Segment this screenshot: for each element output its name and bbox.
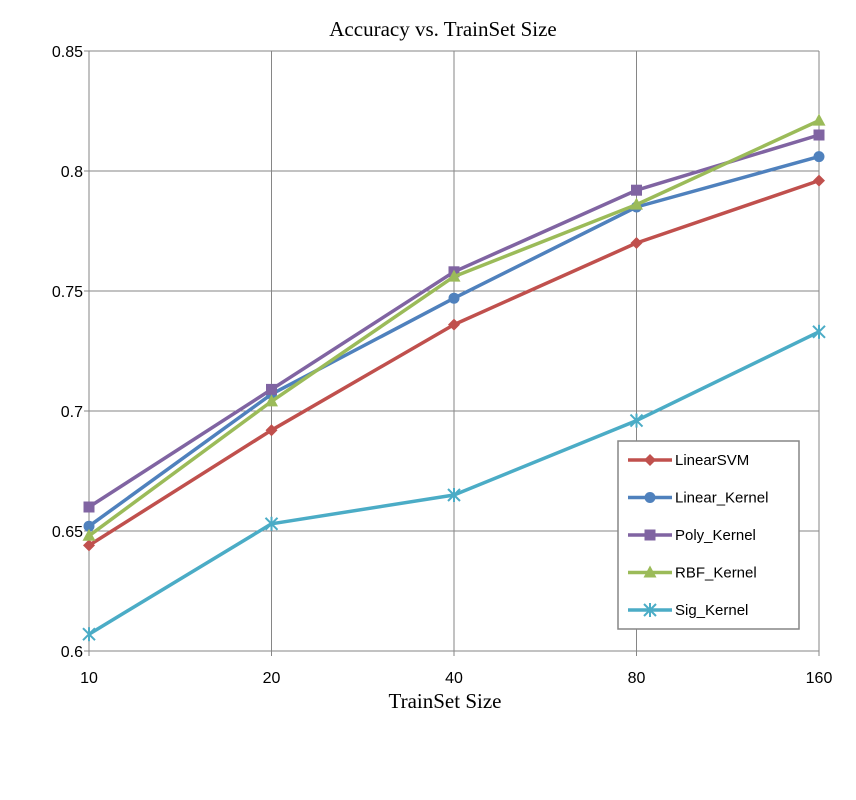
data-point [83, 501, 95, 513]
legend-marker [644, 492, 656, 503]
legend: LinearSVM Linear_Kernel Poly_Kernel RBF_Ker… [617, 440, 800, 630]
data-point [265, 394, 278, 407]
data-point [83, 520, 95, 532]
y-tick-label: 0.6 [61, 644, 83, 661]
data-point [82, 627, 96, 642]
y-tick-label: 0.65 [52, 524, 83, 541]
x-axis-label: TrainSet Size [389, 689, 502, 713]
x-tick-label: 80 [628, 670, 646, 687]
legend-entry: RBF_Kernel [628, 565, 757, 582]
x-tick-labels: 10 20 40 80 160 [80, 670, 832, 687]
x-tick-label: 40 [445, 670, 463, 687]
legend-marker [644, 454, 656, 466]
data-point [812, 324, 826, 339]
data-point [813, 151, 825, 163]
data-point [629, 413, 644, 428]
data-point [448, 318, 460, 331]
data-point [630, 237, 643, 249]
data-point [813, 129, 825, 141]
legend-entry: Linear_Kernel [628, 490, 768, 507]
data-point [83, 539, 95, 552]
data-point [82, 528, 96, 541]
legend-marker [643, 565, 657, 578]
data-point [265, 424, 278, 437]
series-linearsvm [83, 174, 825, 552]
x-tick-label: 10 [80, 670, 98, 687]
legend-entry: Sig_Kernel [628, 602, 748, 619]
data-point [812, 113, 826, 126]
chart-title: Accuracy vs. TrainSet Size [329, 17, 556, 41]
series-sig-kernel [82, 324, 826, 642]
legend-label: Poly_Kernel [675, 527, 756, 544]
y-tick-label: 0.75 [52, 284, 83, 301]
data-point [447, 488, 461, 502]
y-tick-label: 0.85 [52, 44, 83, 61]
series-rbf-kernel [82, 113, 826, 541]
legend-marker [644, 529, 656, 541]
legend-label: Sig_Kernel [675, 602, 748, 619]
x-tick-label: 160 [806, 670, 833, 687]
legend-label: LinearSVM [675, 452, 749, 469]
data-point [630, 197, 643, 210]
data-point [266, 383, 277, 395]
data-point [631, 184, 642, 196]
data-point [264, 516, 279, 531]
legend-marker [643, 603, 657, 617]
series-group [82, 113, 826, 642]
y-tick-label: 0.8 [61, 164, 83, 181]
legend-entry: Poly_Kernel [628, 527, 756, 544]
y-tick-labels: 0.6 0.65 0.7 0.75 0.8 0.85 [52, 44, 83, 661]
legend-label: RBF_Kernel [675, 565, 757, 582]
data-point [447, 269, 461, 282]
data-point [813, 174, 825, 187]
x-tick-label: 20 [263, 670, 281, 687]
y-tick-label: 0.7 [61, 404, 83, 421]
data-point [448, 292, 460, 304]
legend-entry: LinearSVM [628, 452, 749, 469]
legend-label: Linear_Kernel [675, 490, 768, 507]
